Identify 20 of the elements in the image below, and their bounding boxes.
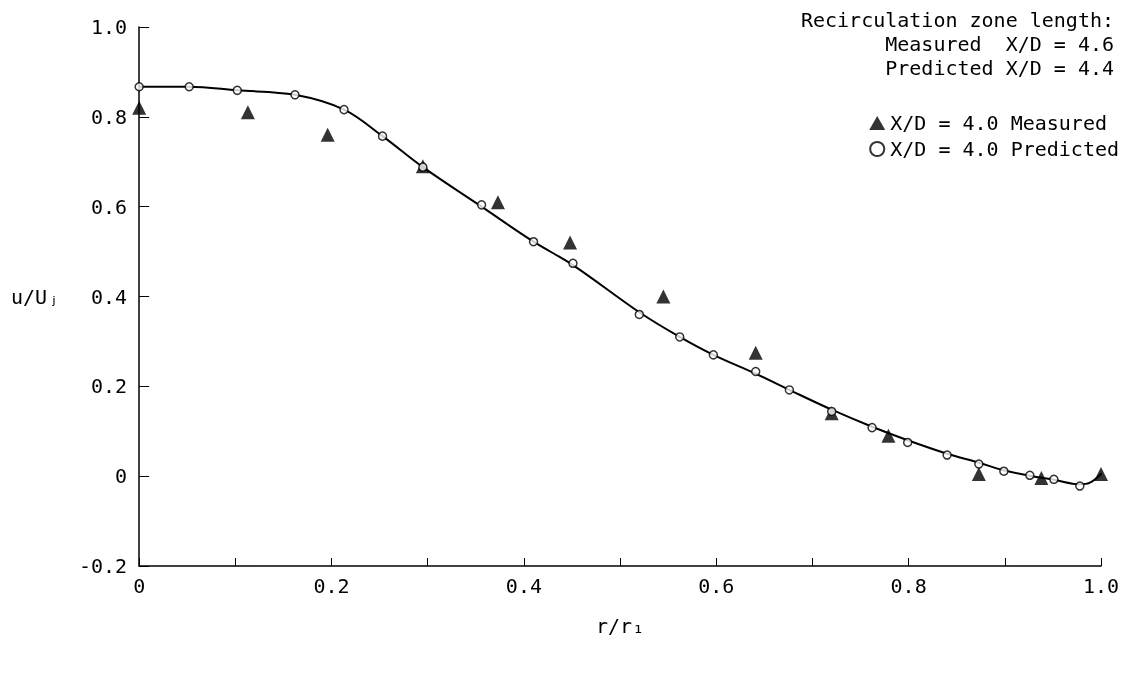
x-tick-label: 0.2: [313, 574, 350, 598]
y-axis-title: u/Uⱼ: [11, 284, 60, 309]
x-tick-label: 1.0: [1082, 574, 1120, 598]
y-tick-label: 0.2: [91, 374, 128, 399]
y-tick-label: 0.6: [91, 194, 128, 219]
y-tick-label: 1.0: [91, 15, 128, 39]
x-tick-label: 0.6: [698, 574, 735, 598]
legend-label: X/D = 4.0 Measured: [890, 111, 1107, 135]
legend-label: X/D = 4.0 Predicted: [890, 137, 1119, 161]
x-tick-label: 0.4: [505, 574, 542, 598]
annotation: Predicted X/D = 4.4: [861, 56, 1115, 80]
x-tick-label: 0.8: [890, 574, 927, 598]
y-tick-label: 0.8: [91, 104, 128, 129]
annotation: Recirculation zone length:: [800, 8, 1115, 32]
y-tick-label: -0.2: [78, 554, 128, 578]
y-tick-label: 0: [115, 464, 128, 489]
y-tick-label: 0.4: [91, 284, 128, 309]
x-axis-title: r/r₁: [596, 614, 645, 638]
annotation: Measured X/D = 4.6: [861, 32, 1115, 56]
x-tick-label: 0: [133, 574, 146, 598]
